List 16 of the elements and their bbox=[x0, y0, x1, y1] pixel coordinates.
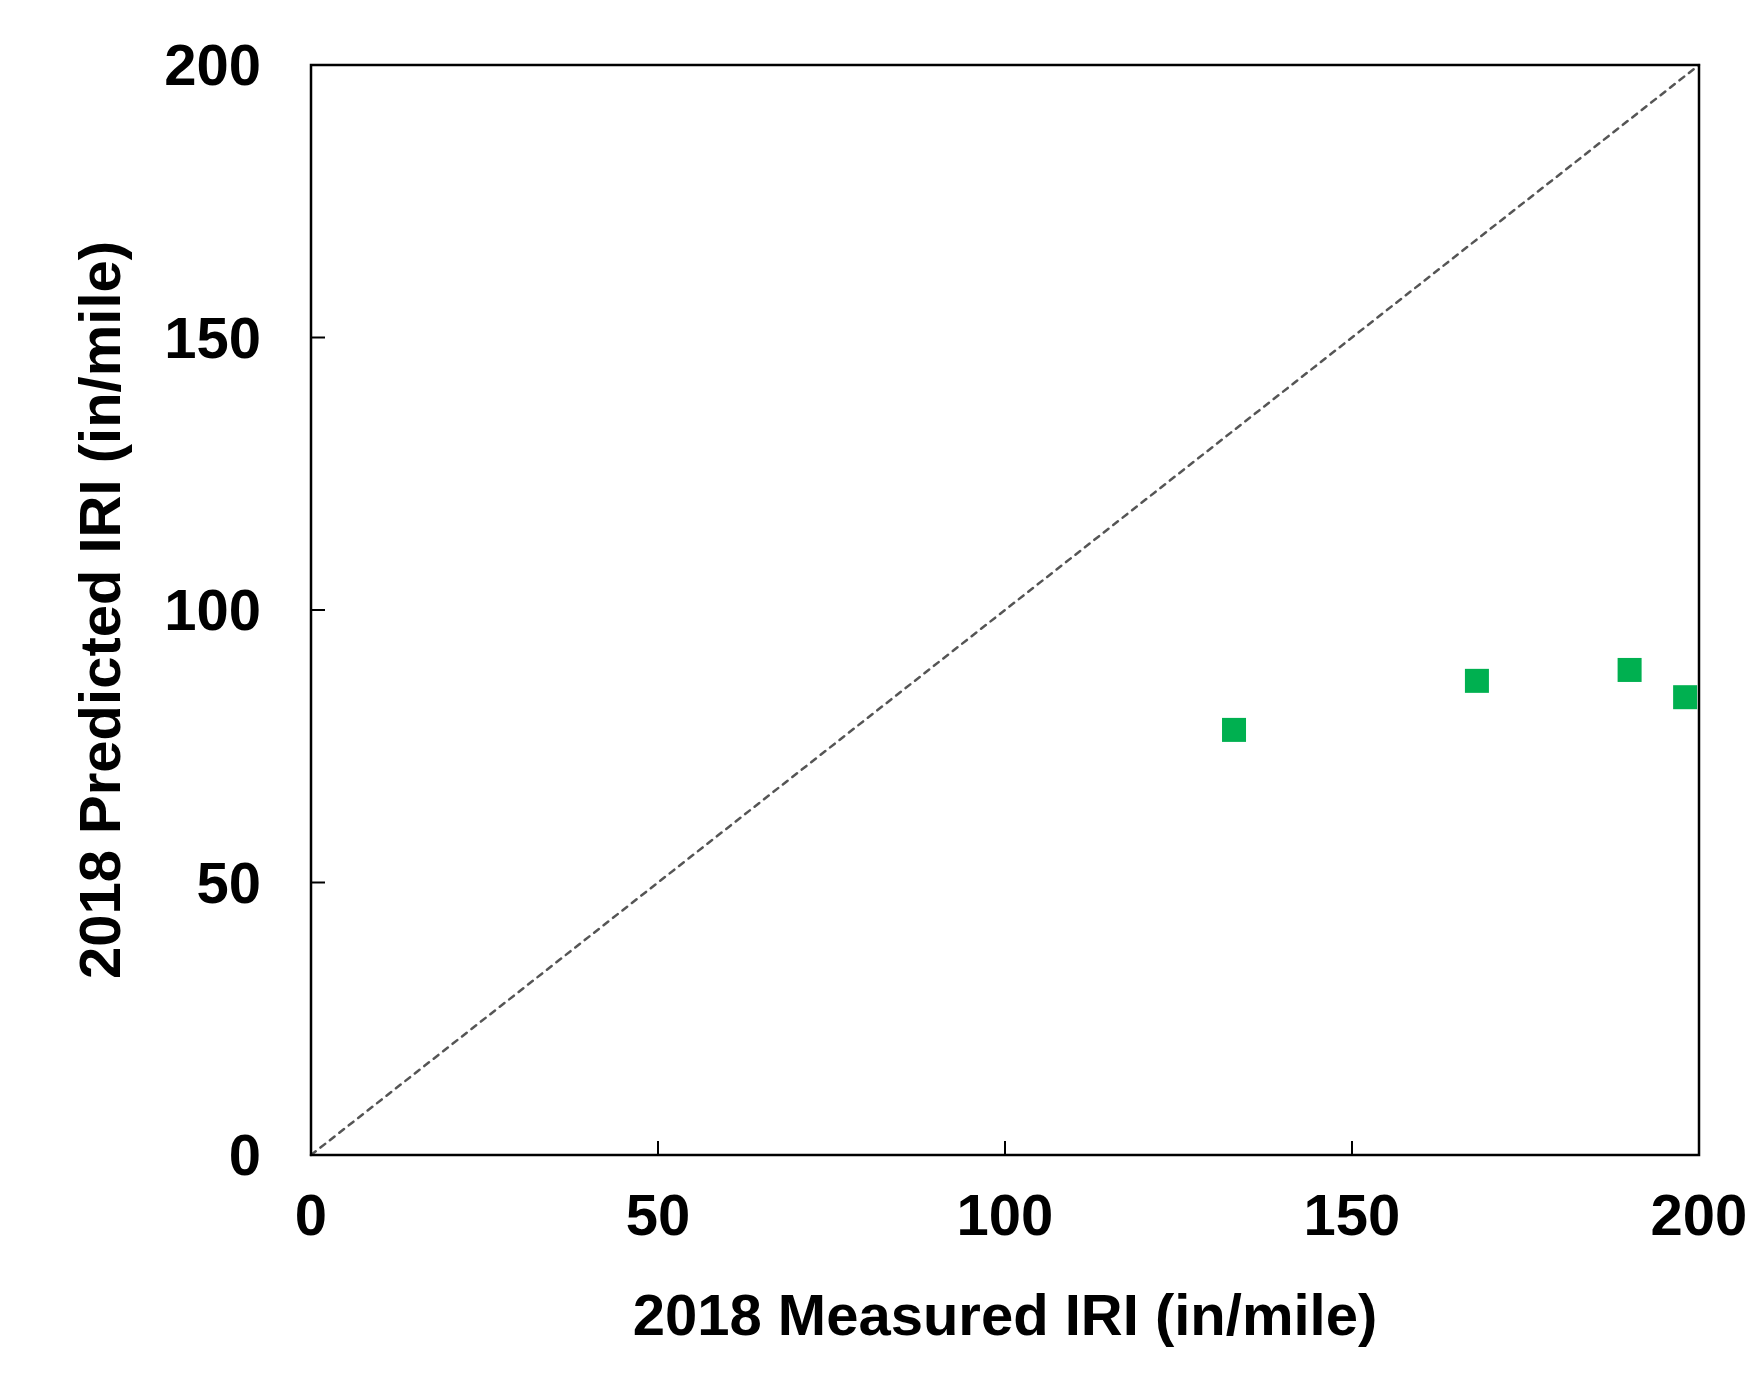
x-tick-label: 0 bbox=[294, 1182, 328, 1247]
y-axis-title: 2018 Predicted IRI (in/mile) bbox=[67, 240, 132, 980]
y-tick-label: 100 bbox=[164, 577, 261, 643]
x-tick-label: 100 bbox=[956, 1182, 1054, 1247]
y-tick-label: 50 bbox=[196, 849, 261, 915]
point bbox=[1222, 717, 1247, 742]
point bbox=[1673, 685, 1698, 710]
y-tick-label: 150 bbox=[164, 304, 261, 370]
x-axis-title: 2018 Measured IRI (in/mile) bbox=[632, 1282, 1378, 1347]
y-tick-label: 0 bbox=[228, 1122, 261, 1188]
point bbox=[1464, 668, 1489, 693]
x-tick-label: 50 bbox=[625, 1182, 691, 1247]
y-tick-label: 200 bbox=[164, 32, 261, 98]
x-tick-label: 200 bbox=[1650, 1182, 1748, 1247]
point bbox=[1617, 657, 1642, 682]
x-tick-label: 150 bbox=[1303, 1182, 1401, 1247]
